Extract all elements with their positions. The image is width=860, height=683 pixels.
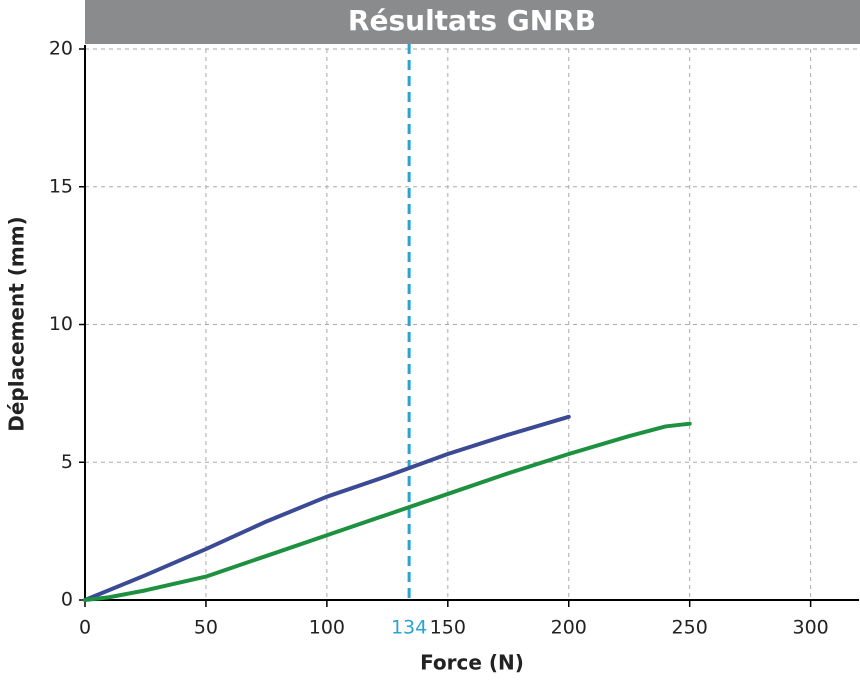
- data-line: [83, 414, 571, 602]
- y-tick-label: 0: [61, 589, 73, 611]
- x-tick-label: 200: [551, 617, 587, 639]
- y-tick-label: 5: [61, 451, 73, 473]
- title-bar: [85, 0, 860, 44]
- x-axis-label: Force (N): [420, 651, 524, 675]
- x-tick-label: 150: [430, 617, 466, 639]
- x-tick-label: 250: [672, 617, 708, 639]
- x-tick-label: 50: [194, 617, 218, 639]
- y-axis-label: Déplacement (mm): [5, 216, 29, 431]
- y-tick-label: 20: [49, 38, 73, 60]
- data-line: [83, 421, 692, 602]
- y-tick-label: 15: [49, 175, 73, 197]
- chart-title: Résultats GNRB: [348, 4, 596, 37]
- reference-label: 134: [391, 617, 427, 639]
- x-tick-label: 100: [309, 617, 345, 639]
- x-tick-label: 300: [792, 617, 828, 639]
- y-tick-label: 10: [49, 313, 73, 335]
- x-tick-label: 0: [79, 617, 91, 639]
